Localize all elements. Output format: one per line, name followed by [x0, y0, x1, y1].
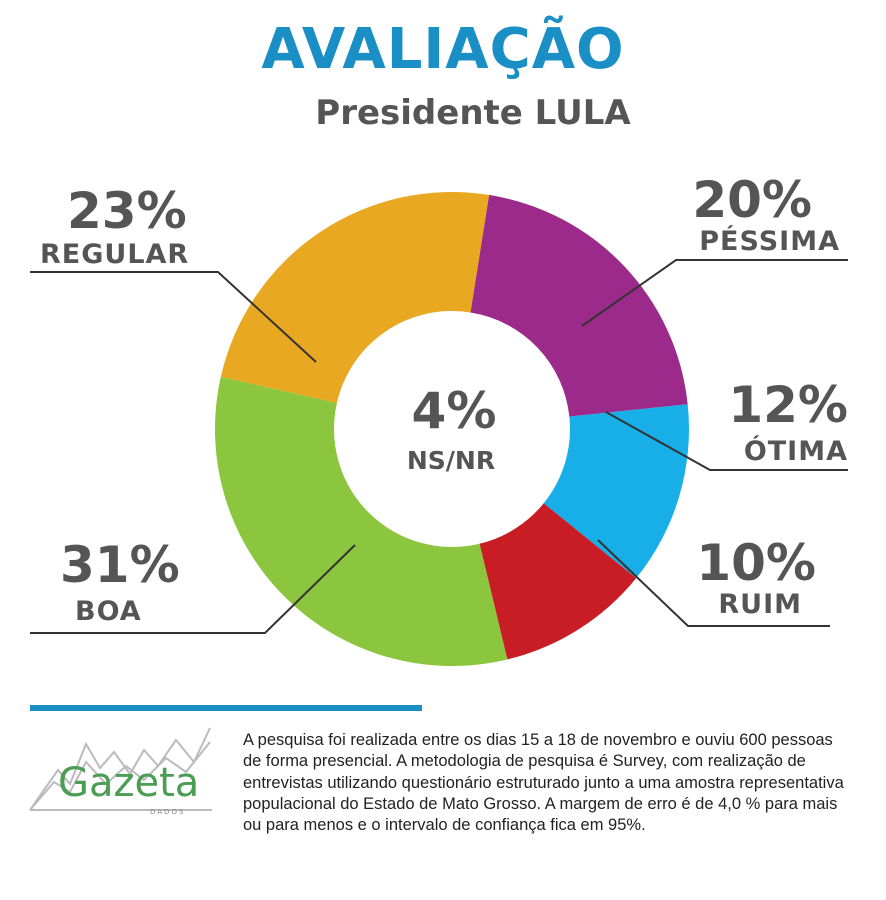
divider-rule: [30, 705, 422, 711]
mountain-line-chart-icon: [29, 727, 212, 811]
slice-label-boa: BOA: [75, 596, 142, 627]
slice-value-regular: 23%: [67, 182, 187, 240]
slice-regular: [220, 191, 490, 403]
leader-boa: [30, 544, 356, 634]
center-value: 4%: [412, 382, 497, 440]
slice-péssima: [470, 194, 688, 417]
slice-label-regular: REGULAR: [40, 239, 189, 270]
slice-ruim: [479, 503, 637, 660]
slice-value-boa: 31%: [60, 536, 180, 594]
slice-value-otima: 12%: [728, 376, 848, 434]
slice-value-pessima: 20%: [692, 171, 812, 229]
slice-boa: [214, 376, 508, 666]
slice-ótima: [543, 404, 689, 579]
center-label: NS/NR: [407, 446, 495, 475]
slice-label-ruim: RUIM: [718, 589, 802, 620]
slice-label-pessima: PÉSSIMA: [699, 225, 840, 257]
logo-subtitle: DADOS: [150, 808, 186, 816]
leader-regular: [30, 271, 317, 363]
chart-subtitle: Presidente LULA: [315, 93, 631, 133]
leader-otima: [605, 411, 848, 471]
donut-chart: 20% PÉSSIMA 12% ÓTIMA 10% RUIM 31% BOA 2…: [30, 171, 848, 666]
leader-lines: [30, 259, 848, 634]
leader-ruim: [597, 539, 830, 627]
slice-value-ruim: 10%: [696, 534, 816, 592]
methodology-note: A pesquisa foi realizada entre os dias 1…: [243, 731, 844, 835]
leader-pessima: [581, 259, 848, 327]
logo-name: Gazeta: [58, 760, 200, 806]
slice-label-otima: ÓTIMA: [744, 435, 848, 467]
chart-title: AVALIAÇÃO: [261, 17, 625, 82]
donut-slices: [214, 191, 689, 666]
